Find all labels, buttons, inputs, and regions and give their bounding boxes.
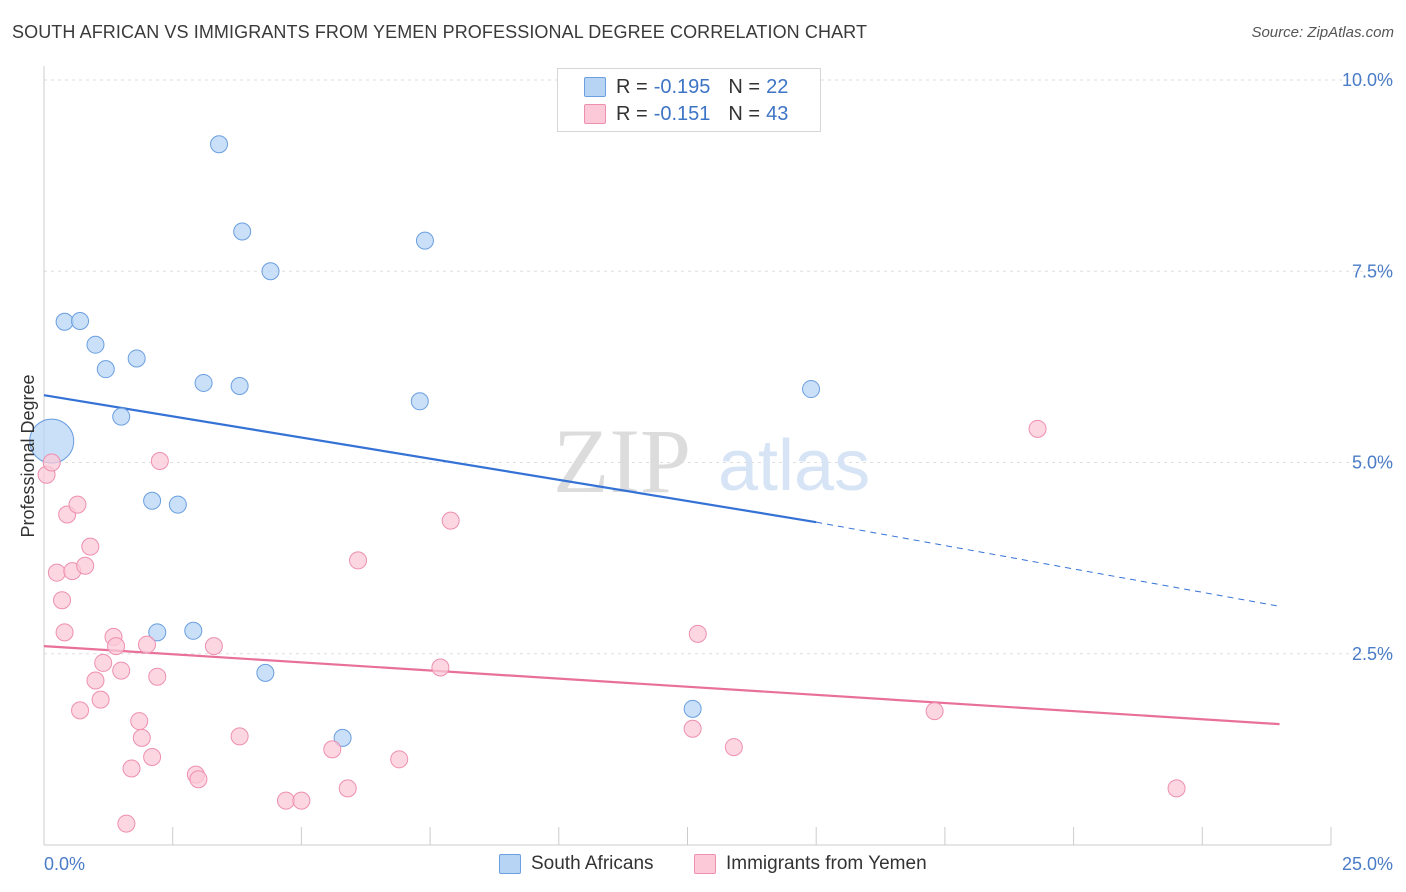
data-point-yemen xyxy=(1167,779,1186,798)
watermark-atlas: atlas xyxy=(718,426,870,506)
data-point-yemen xyxy=(441,511,460,530)
x-ticks xyxy=(172,827,1332,845)
y-axis-label: Professional Degree xyxy=(18,374,38,537)
data-point-yemen xyxy=(323,740,342,759)
legend-swatch-blue xyxy=(584,77,606,97)
data-point-yemen xyxy=(204,637,223,656)
legend-r-label: R = xyxy=(616,75,648,98)
legend-r-value: -0.151 xyxy=(653,102,711,125)
data-point-south-african xyxy=(86,335,105,354)
legend-r-value: -0.195 xyxy=(653,75,711,98)
data-point-yemen xyxy=(390,750,409,769)
data-point-yemen xyxy=(1028,419,1047,438)
data-point-south-african xyxy=(333,728,352,747)
legend-swatch-pink xyxy=(584,104,606,124)
data-point-yemen xyxy=(91,690,110,709)
data-point-south-african xyxy=(261,262,280,281)
legend-n-label: N = xyxy=(728,102,761,125)
data-point-yemen xyxy=(117,814,136,833)
data-point-yemen xyxy=(132,728,151,747)
data-point-yemen xyxy=(431,658,450,677)
bottom-legend-label: Immigrants from Yemen xyxy=(726,853,927,874)
source-label: Source: ZipAtlas.com xyxy=(1251,24,1394,41)
data-point-south-african xyxy=(127,349,146,368)
data-point-yemen xyxy=(292,791,311,810)
data-point-south-african xyxy=(143,491,162,510)
data-point-yemen xyxy=(189,770,208,789)
data-point-yemen xyxy=(122,759,141,778)
data-point-yemen xyxy=(137,635,156,654)
data-point-south-african xyxy=(210,135,229,154)
x-tick-label-max: 25.0% xyxy=(1342,854,1393,874)
data-point-south-african xyxy=(230,377,249,395)
data-point-yemen xyxy=(107,637,126,656)
data-point-yemen xyxy=(86,671,105,690)
data-point-yemen xyxy=(47,563,66,582)
data-point-yemen xyxy=(724,738,743,757)
bottom-legend-south-africans: South Africans xyxy=(499,852,654,876)
data-point-yemen xyxy=(688,624,707,643)
trend-lines xyxy=(43,394,1280,726)
data-point-south-african xyxy=(415,231,434,250)
data-point-south-african xyxy=(683,699,702,718)
trend-line-extension-0 xyxy=(816,521,1280,607)
data-point-south-african xyxy=(96,360,115,379)
watermark-zip: ZIP xyxy=(553,410,691,512)
data-point-south-african xyxy=(112,407,131,426)
y-tick-label: 2.5% xyxy=(1352,644,1393,664)
y-tick-label: 10.0% xyxy=(1342,70,1393,90)
trend-line-0 xyxy=(43,394,817,524)
data-point-yemen xyxy=(143,748,162,767)
data-point-south-african xyxy=(410,392,429,411)
data-point-yemen xyxy=(349,551,368,570)
data-point-yemen xyxy=(68,495,87,514)
y-tick-label: 5.0% xyxy=(1352,453,1393,473)
data-points xyxy=(29,135,1186,833)
data-point-yemen xyxy=(338,779,357,798)
data-point-yemen xyxy=(276,791,295,810)
legend-n-value: 22 xyxy=(766,75,789,98)
data-point-yemen xyxy=(71,701,90,720)
legend: R = -0.195 N = 22 R = -0.151 N = 43 xyxy=(557,68,821,132)
legend-row-yemen: R = -0.151 N = 43 xyxy=(584,101,788,127)
data-point-yemen xyxy=(683,719,702,738)
data-point-yemen xyxy=(148,667,167,686)
data-point-yemen xyxy=(53,591,72,610)
y-tick-labels: 2.5% 5.0% 7.5% 10.0% xyxy=(1342,70,1393,664)
data-point-south-african xyxy=(194,373,213,392)
data-point-south-african xyxy=(71,311,90,330)
data-point-south-african xyxy=(148,623,167,642)
data-point-yemen xyxy=(112,661,131,680)
data-point-yemen xyxy=(42,453,61,472)
data-point-yemen xyxy=(55,623,74,642)
legend-row-south-africans: R = -0.195 N = 22 xyxy=(584,74,788,100)
gridlines xyxy=(44,79,1392,655)
legend-n-label: N = xyxy=(728,75,761,98)
data-point-yemen xyxy=(925,702,944,721)
chart-title: SOUTH AFRICAN VS IMMIGRANTS FROM YEMEN P… xyxy=(12,22,868,42)
data-point-yemen xyxy=(94,653,113,672)
data-point-yemen xyxy=(76,556,95,575)
x-tick-label-min: 0.0% xyxy=(44,854,85,874)
data-point-yemen xyxy=(150,451,169,470)
bottom-legend-label: South Africans xyxy=(531,853,654,874)
trend-line-1 xyxy=(43,645,1280,726)
bottom-legend-swatch-blue xyxy=(499,854,521,874)
data-point-south-african xyxy=(256,663,275,682)
bottom-legend-swatch-pink xyxy=(694,854,716,874)
data-point-south-african xyxy=(184,621,203,640)
data-point-yemen xyxy=(130,712,149,731)
watermark: ZIP atlas xyxy=(553,410,870,512)
bottom-legend-yemen: Immigrants from Yemen xyxy=(694,852,927,876)
data-point-south-african xyxy=(55,312,74,331)
data-point-south-african xyxy=(802,380,821,399)
data-point-yemen xyxy=(81,537,100,556)
data-point-south-african xyxy=(233,222,252,241)
legend-n-value: 43 xyxy=(766,102,789,125)
data-point-yemen xyxy=(230,727,249,746)
y-tick-label: 7.5% xyxy=(1352,261,1393,281)
legend-r-label: R = xyxy=(616,102,648,125)
data-point-south-african xyxy=(168,495,187,514)
